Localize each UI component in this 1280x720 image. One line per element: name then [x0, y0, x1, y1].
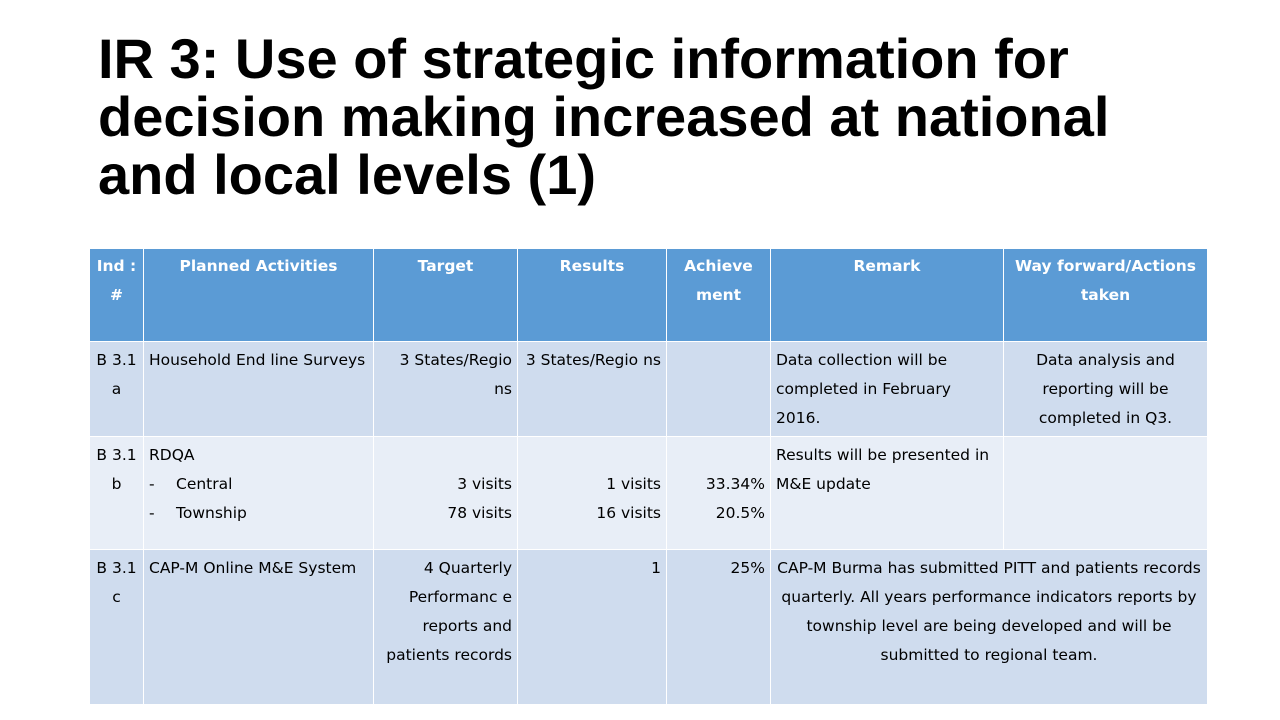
- activity-sub-item: - Township: [149, 504, 247, 522]
- header-planned-activities: Planned Activities: [143, 248, 374, 342]
- header-way-forward: Way forward/Actions taken: [1003, 248, 1208, 342]
- cell-ind: B 3.1 c: [89, 549, 144, 705]
- cell-way-forward: [1003, 436, 1208, 550]
- cell-achievement: 25%: [666, 549, 771, 705]
- cell-activity: Household End line Surveys: [143, 341, 374, 437]
- table-header-row: Ind : # Planned Activities Target Result…: [89, 248, 1208, 342]
- cell-remark: Results will be presented in M&E update: [770, 436, 1004, 550]
- cell-target: 4 Quarterly Performanc e reports and pat…: [373, 549, 518, 705]
- cell-target: 3 States/Regio ns: [373, 341, 518, 437]
- achievement-value: 33.34%: [705, 475, 765, 493]
- cell-results: 1: [517, 549, 667, 705]
- results-value: 16 visits: [596, 504, 661, 522]
- cell-remark: Data collection will be completed in Feb…: [770, 341, 1004, 437]
- table-row: B 3.1 b RDQA - Central - Township 3 visits…: [89, 436, 1208, 550]
- cell-results: 3 States/Regio ns: [517, 341, 667, 437]
- header-results: Results: [517, 248, 667, 342]
- indicator-table: Ind : # Planned Activities Target Result…: [89, 248, 1208, 705]
- cell-achievement: [666, 341, 771, 437]
- table-row: B 3.1 c CAP-M Online M&E System 4 Quarte…: [89, 549, 1208, 705]
- header-achievement: Achieve ment: [666, 248, 771, 342]
- cell-achievement: 33.34% 20.5%: [666, 436, 771, 550]
- cell-activity: RDQA - Central - Township: [143, 436, 374, 550]
- cell-ind: B 3.1 b: [89, 436, 144, 550]
- cell-ind: B 3.1 a: [89, 341, 144, 437]
- header-remark: Remark: [770, 248, 1004, 342]
- target-value: 3 visits: [457, 475, 512, 493]
- cell-way-forward: Data analysis and reporting will be comp…: [1003, 341, 1208, 437]
- cell-activity: CAP-M Online M&E System: [143, 549, 374, 705]
- target-value: 78 visits: [447, 504, 512, 522]
- cell-remark-merged: CAP-M Burma has submitted PITT and patie…: [770, 549, 1208, 705]
- activity-title: RDQA: [149, 446, 195, 464]
- results-value: 1 visits: [606, 475, 661, 493]
- slide-title: IR 3: Use of strategic information for d…: [98, 27, 1110, 206]
- header-ind: Ind : #: [89, 248, 144, 342]
- table-row: B 3.1 a Household End line Surveys 3 Sta…: [89, 341, 1208, 437]
- cell-target: 3 visits 78 visits: [373, 436, 518, 550]
- activity-sub-item: - Central: [149, 475, 233, 493]
- cell-results: 1 visits 16 visits: [517, 436, 667, 550]
- header-target: Target: [373, 248, 518, 342]
- achievement-value: 20.5%: [715, 504, 765, 522]
